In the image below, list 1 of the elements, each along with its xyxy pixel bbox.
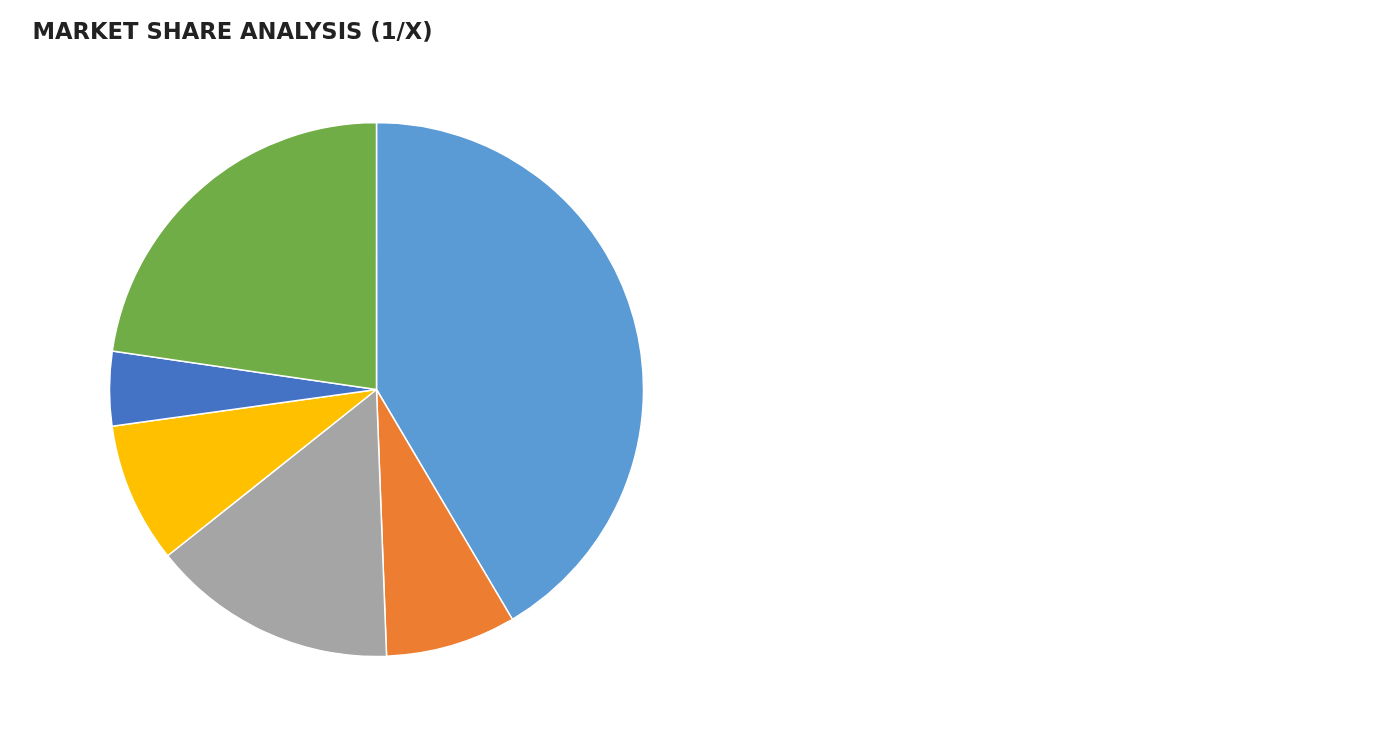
chart-title: MARKET SHARE ANALYSIS (1/X)	[32, 17, 433, 44]
